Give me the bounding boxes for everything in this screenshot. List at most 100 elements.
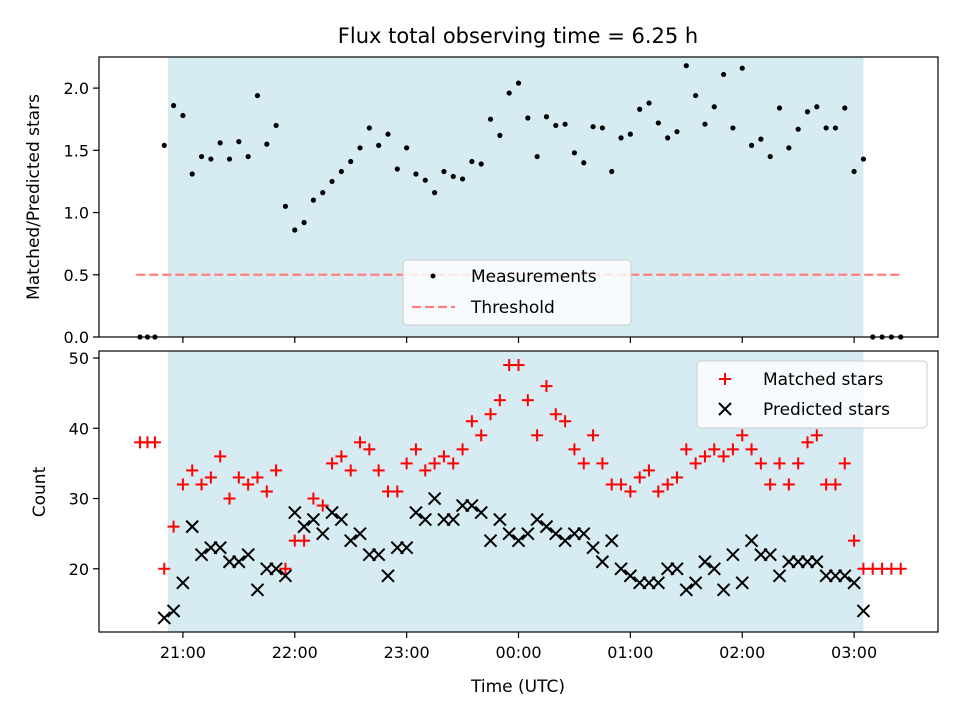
data-point-matched bbox=[493, 394, 506, 407]
data-point bbox=[627, 131, 633, 137]
data-point-matched bbox=[596, 457, 609, 470]
data-point bbox=[534, 153, 540, 160]
data-point bbox=[525, 115, 531, 121]
data-point-predicted bbox=[577, 526, 591, 541]
data-point bbox=[674, 129, 680, 135]
bottom-y-tick-label: 50 bbox=[69, 349, 89, 368]
data-point-matched bbox=[577, 457, 590, 470]
data-point bbox=[506, 90, 512, 96]
data-point bbox=[543, 114, 550, 120]
data-point bbox=[236, 139, 242, 145]
data-point bbox=[170, 102, 177, 109]
data-point bbox=[404, 145, 410, 151]
bottom-legend-box bbox=[696, 360, 928, 429]
data-point bbox=[553, 122, 559, 129]
data-point bbox=[814, 104, 820, 110]
chart-title: Flux total observing time = 6.25 h bbox=[338, 24, 698, 48]
data-point bbox=[422, 177, 428, 183]
x-tick-label: 03:00 bbox=[831, 643, 877, 662]
data-point-matched bbox=[829, 478, 842, 491]
x-tick-label: 22:00 bbox=[272, 643, 318, 662]
data-point-predicted bbox=[558, 533, 572, 548]
data-point-matched bbox=[465, 415, 478, 428]
data-point-predicted bbox=[679, 583, 694, 597]
data-point-matched bbox=[242, 478, 255, 491]
data-point-matched bbox=[195, 478, 208, 491]
data-point-matched bbox=[810, 429, 823, 442]
data-point-predicted bbox=[316, 526, 330, 541]
data-point-predicted bbox=[493, 512, 507, 527]
data-point bbox=[161, 142, 167, 148]
data-point-matched bbox=[670, 471, 683, 484]
data-point-matched bbox=[335, 450, 348, 463]
data-point-matched bbox=[204, 471, 217, 484]
data-point-predicted bbox=[521, 526, 535, 541]
data-point bbox=[804, 109, 811, 115]
data-point-predicted bbox=[427, 491, 442, 506]
x-tick-label: 02:00 bbox=[719, 643, 765, 662]
data-point-predicted bbox=[278, 569, 293, 583]
data-point bbox=[581, 160, 587, 166]
data-point-matched bbox=[223, 492, 236, 505]
data-point-predicted bbox=[810, 555, 824, 569]
data-point bbox=[655, 120, 661, 126]
legend-marker-measurements bbox=[430, 273, 436, 279]
data-point bbox=[786, 145, 792, 151]
data-point-matched bbox=[391, 485, 404, 498]
data-point-predicted bbox=[670, 562, 684, 576]
data-point-predicted bbox=[605, 533, 619, 548]
data-point-predicted bbox=[381, 569, 395, 583]
legend-label-predicted: Predicted stars bbox=[763, 400, 890, 420]
data-point-matched bbox=[549, 408, 562, 421]
data-point bbox=[385, 131, 391, 137]
data-point bbox=[450, 173, 456, 180]
data-point-predicted bbox=[297, 519, 311, 534]
data-point-matched bbox=[186, 464, 199, 477]
data-point-matched bbox=[698, 450, 711, 463]
legend-label-matched: Matched stars bbox=[763, 370, 883, 390]
data-point bbox=[338, 168, 344, 175]
bottom-y-tick-label: 40 bbox=[69, 419, 89, 438]
legend-label-measurements: Measurements bbox=[471, 267, 597, 287]
data-point bbox=[702, 121, 708, 127]
data-point-predicted bbox=[614, 562, 628, 576]
data-point-predicted bbox=[763, 548, 777, 562]
data-point-predicted bbox=[586, 540, 600, 555]
data-point-matched bbox=[298, 534, 311, 547]
data-point-predicted bbox=[744, 533, 759, 548]
data-point bbox=[618, 135, 624, 141]
data-point bbox=[357, 145, 363, 151]
data-point bbox=[748, 142, 755, 148]
top-plot-area: 0.0 0.5 1.0 1.5 2.0 bbox=[64, 56, 939, 347]
data-point bbox=[832, 125, 839, 131]
data-point-predicted bbox=[288, 505, 302, 520]
data-point-matched bbox=[773, 457, 786, 470]
data-point bbox=[609, 168, 615, 175]
data-point-matched bbox=[745, 443, 758, 456]
data-point bbox=[245, 153, 251, 160]
data-point-matched bbox=[624, 485, 637, 498]
data-point-matched bbox=[354, 436, 367, 449]
data-point-predicted bbox=[176, 576, 190, 590]
top-legend-box bbox=[402, 259, 632, 326]
data-point bbox=[860, 156, 867, 162]
data-point bbox=[310, 197, 317, 203]
data-point-predicted bbox=[474, 505, 488, 520]
data-point bbox=[282, 203, 289, 209]
bottom-series-2 bbox=[157, 491, 871, 625]
data-point-matched bbox=[568, 443, 581, 456]
data-point-predicted bbox=[511, 533, 526, 548]
data-point-predicted bbox=[483, 533, 498, 548]
data-point-predicted bbox=[250, 583, 265, 597]
data-point-matched bbox=[475, 429, 488, 442]
top-y-tick-label: 1.0 bbox=[64, 204, 89, 223]
data-point bbox=[273, 122, 279, 129]
data-point-predicted bbox=[856, 604, 871, 618]
data-point-predicted bbox=[269, 562, 283, 576]
data-point bbox=[515, 80, 522, 86]
top-y-tick-label: 1.5 bbox=[64, 141, 89, 160]
data-point-matched bbox=[260, 485, 273, 498]
data-point-matched bbox=[894, 562, 907, 575]
data-point bbox=[776, 105, 783, 111]
data-point-matched bbox=[792, 457, 805, 470]
